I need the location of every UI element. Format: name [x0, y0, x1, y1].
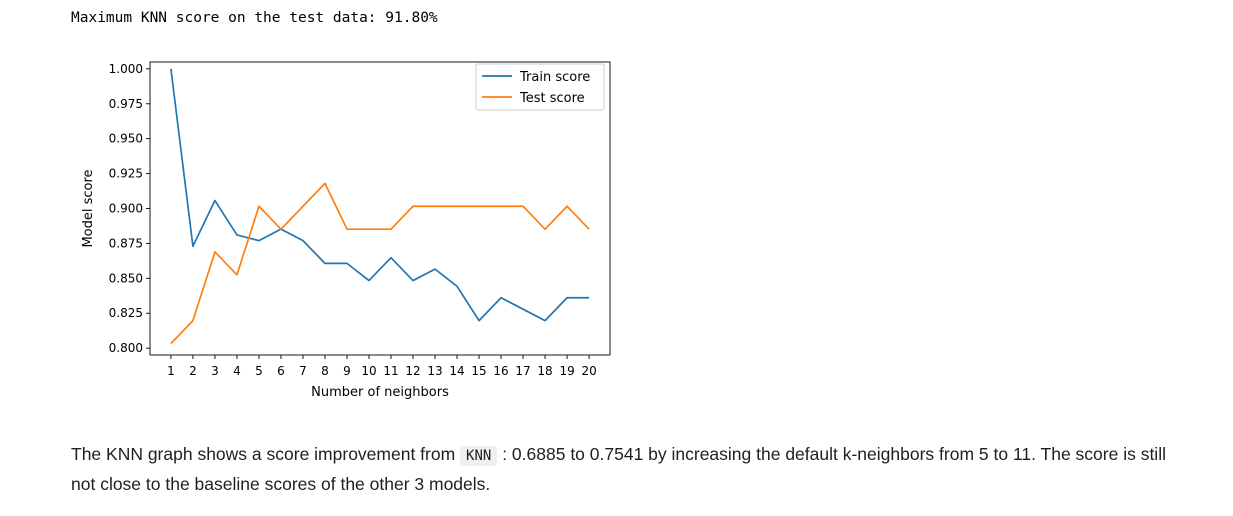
- cell-output-text: Maximum KNN score on the test data: 91.8…: [71, 10, 438, 26]
- y-axis-title: Model score: [81, 169, 96, 247]
- x-tick-label: 6: [277, 364, 285, 378]
- x-tick-label: 20: [581, 364, 596, 378]
- x-tick-label: 3: [211, 364, 219, 378]
- x-tick-label: 14: [449, 364, 464, 378]
- x-tick-label: 12: [405, 364, 420, 378]
- explanation-paragraph: The KNN graph shows a score improvement …: [71, 440, 1181, 498]
- inline-code-knn: KNN: [460, 446, 498, 466]
- x-tick-label: 17: [515, 364, 530, 378]
- x-tick-label: 13: [427, 364, 442, 378]
- y-tick-label: 0.975: [109, 97, 143, 111]
- x-tick-label: 8: [321, 364, 329, 378]
- y-tick-label: 0.925: [109, 167, 143, 181]
- paragraph-text-2: : 0.6885 to 0.7541 by increasing the def…: [71, 444, 1166, 494]
- knn-score-chart: 1 2 3 4 5 6 7 8 9 10 11 12 13 14 15 16 17 18 19 200.8000.82…: [81, 61, 611, 400]
- x-tick-label: 11: [383, 364, 398, 378]
- x-tick-label: 9: [343, 364, 351, 378]
- y-tick-label: 1.000: [109, 62, 143, 76]
- series-line-train: [170, 68, 590, 322]
- x-tick-label: 18: [537, 364, 552, 378]
- x-tick-label: 15: [471, 364, 486, 378]
- x-tick-label: 7: [299, 364, 307, 378]
- plot-area: 1 2 3 4 5 6 7 8 9 10 11 12 13 14 15 16 17 18 19 200.8000.82…: [81, 61, 611, 400]
- series-line-test: [170, 182, 590, 345]
- x-tick-label: 10: [361, 364, 376, 378]
- y-tick-label: 0.850: [109, 271, 143, 285]
- y-tick-label: 0.875: [109, 236, 143, 250]
- x-tick-label: 19: [559, 364, 574, 378]
- legend-label: Test score: [519, 91, 585, 106]
- paragraph-text-1: The KNN graph shows a score improvement …: [71, 444, 461, 464]
- y-tick-label: 0.950: [109, 132, 143, 146]
- x-tick-label: 4: [233, 364, 241, 378]
- legend-label: Train score: [519, 70, 590, 85]
- x-axis-title: Number of neighbors: [311, 385, 449, 400]
- y-tick-label: 0.800: [109, 341, 143, 355]
- y-tick-label: 0.825: [109, 306, 143, 320]
- x-tick-label: 16: [493, 364, 508, 378]
- x-tick-label: 5: [255, 364, 263, 378]
- x-tick-label: 2: [189, 364, 197, 378]
- y-tick-label: 0.900: [109, 202, 143, 216]
- x-tick-label: 1: [167, 364, 175, 378]
